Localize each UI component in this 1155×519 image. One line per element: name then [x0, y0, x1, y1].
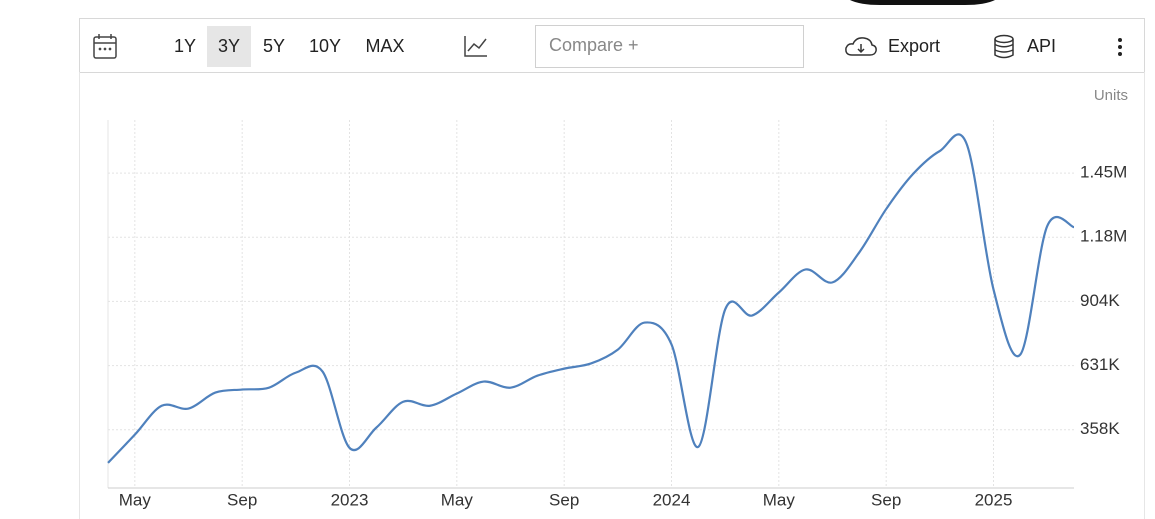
export-icon [845, 37, 877, 56]
units-label: Units [1094, 87, 1128, 104]
top-pill [850, 0, 995, 5]
range-button[interactable]: 10Y [309, 36, 341, 56]
range-buttons: 1Y 3Y 5Y 10Y MAX [174, 36, 405, 56]
api-icon [994, 34, 1014, 59]
chart-type-icon[interactable] [464, 36, 487, 57]
compare-placeholder: Compare + [549, 35, 639, 55]
x-tick-label: Sep [871, 490, 901, 509]
compare-input[interactable] [535, 25, 804, 68]
x-tick-label: Sep [549, 490, 579, 509]
range-button[interactable]: 1Y [174, 36, 196, 56]
x-tick-label: 2023 [331, 490, 369, 509]
y-tick-label: 1.45M [1080, 163, 1127, 182]
calendar-icon[interactable] [93, 34, 117, 59]
x-tick-label: May [441, 490, 474, 509]
y-tick-label: 904K [1080, 291, 1120, 310]
range-button[interactable]: 5Y [263, 36, 285, 56]
x-tick-label: Sep [227, 490, 257, 509]
data-line [107, 133, 1075, 464]
y-tick-label: 358K [1080, 419, 1120, 438]
more-menu[interactable] [1118, 38, 1122, 56]
range-button[interactable]: 3Y [218, 36, 240, 56]
y-tick-label: 631K [1080, 355, 1120, 374]
y-tick-label: 1.18M [1080, 227, 1127, 246]
x-tick-label: 2024 [653, 490, 691, 509]
export-button[interactable]: Export [888, 36, 940, 56]
x-tick-label: May [763, 490, 796, 509]
selected-range-bg [207, 26, 251, 67]
range-button[interactable]: MAX [365, 36, 404, 56]
api-button[interactable]: API [1027, 36, 1056, 56]
chart: 358K 631K 904K 1.18M 1.45M May Sep 2023 May Sep 20… [107, 120, 1127, 509]
x-tick-label: 2025 [975, 490, 1013, 509]
x-tick-label: May [119, 490, 152, 509]
